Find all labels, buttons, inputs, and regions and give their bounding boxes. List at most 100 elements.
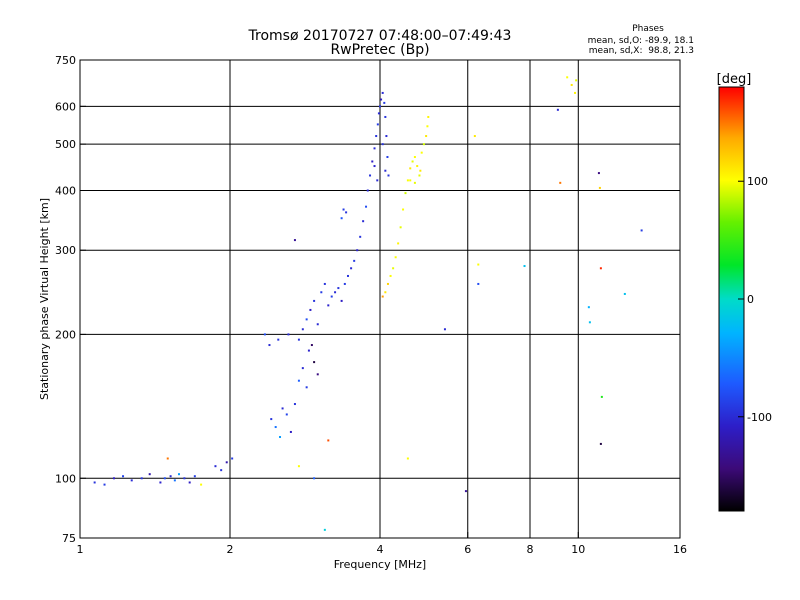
- data-point: [377, 112, 380, 115]
- data-point: [316, 373, 319, 376]
- data-point: [330, 295, 333, 298]
- data-point: [443, 328, 446, 331]
- data-point: [464, 490, 467, 493]
- data-point: [140, 477, 143, 480]
- data-point: [359, 235, 362, 238]
- data-point: [287, 333, 290, 336]
- data-point: [327, 304, 330, 307]
- data-point: [413, 181, 416, 184]
- data-point: [409, 179, 412, 182]
- x-tick-label: 6: [464, 543, 471, 556]
- y-axis-label: Stationary phase Virtual Height [km]: [38, 198, 51, 400]
- legend-heading: Phases: [632, 24, 664, 34]
- data-point: [305, 318, 308, 321]
- data-point: [177, 473, 180, 476]
- data-point: [297, 338, 300, 341]
- data-point: [386, 156, 389, 159]
- data-point: [340, 217, 343, 220]
- data-point: [426, 125, 429, 128]
- data-point: [309, 308, 312, 311]
- colorbar-tick-label: 0: [747, 293, 754, 306]
- data-point: [293, 403, 296, 406]
- data-point: [268, 344, 271, 347]
- y-tick-label: 400: [55, 184, 76, 197]
- data-point: [313, 361, 316, 364]
- data-point: [340, 299, 343, 302]
- data-point: [575, 79, 578, 82]
- data-point: [200, 483, 203, 486]
- data-point: [409, 167, 412, 170]
- data-point: [356, 249, 359, 252]
- data-point: [559, 181, 562, 184]
- data-point: [394, 256, 397, 259]
- data-point: [523, 265, 526, 268]
- data-point: [418, 174, 421, 177]
- data-point: [556, 108, 559, 111]
- data-point: [587, 306, 590, 309]
- data-point: [402, 208, 405, 211]
- data-point: [381, 143, 384, 146]
- data-point: [380, 98, 383, 101]
- data-point: [570, 83, 573, 86]
- data-point: [316, 323, 319, 326]
- data-point: [373, 165, 376, 168]
- data-point: [337, 287, 340, 290]
- data-point: [376, 179, 379, 182]
- data-point: [93, 481, 96, 484]
- data-point: [320, 291, 323, 294]
- data-point: [225, 461, 228, 464]
- chart-title: Tromsø 20170727 07:48:00–07:49:43: [248, 28, 512, 44]
- data-point: [366, 189, 369, 192]
- data-point: [293, 239, 296, 242]
- data-point: [159, 481, 162, 484]
- data-point: [375, 135, 378, 138]
- data-point: [350, 267, 353, 270]
- data-point: [270, 418, 273, 421]
- data-point: [406, 179, 409, 182]
- data-point: [385, 135, 388, 138]
- data-point: [274, 426, 277, 429]
- data-point: [386, 282, 389, 285]
- data-point: [346, 274, 349, 277]
- data-point: [420, 151, 423, 154]
- data-point: [392, 267, 395, 270]
- data-point: [600, 395, 603, 398]
- data-point: [301, 328, 304, 331]
- data-point: [307, 349, 310, 352]
- data-point: [640, 229, 643, 232]
- data-point: [384, 169, 387, 172]
- data-point: [343, 282, 346, 285]
- data-point: [399, 226, 402, 229]
- y-tick-label: 300: [55, 244, 76, 257]
- data-point: [597, 172, 600, 175]
- axis-ticks: 1 2 4 6 8 10 16 75 100 200 300 400 500 600 750: [55, 54, 687, 556]
- x-tick-label: 4: [377, 543, 384, 556]
- data-point: [285, 413, 288, 416]
- data-points: [93, 76, 643, 531]
- data-point: [323, 282, 326, 285]
- data-point: [297, 465, 300, 468]
- data-point: [353, 259, 356, 262]
- data-point: [103, 483, 106, 486]
- x-axis-label: Frequency [MHz]: [334, 558, 426, 571]
- data-point: [389, 274, 392, 277]
- data-point: [166, 457, 169, 460]
- data-point: [381, 91, 384, 94]
- data-point: [130, 479, 133, 482]
- data-point: [365, 205, 368, 208]
- colorbar-ticks: 100 0 -100: [738, 175, 772, 424]
- data-point: [279, 435, 282, 438]
- data-point: [427, 115, 430, 118]
- data-point: [397, 242, 400, 245]
- data-point: [383, 101, 386, 104]
- data-point: [183, 477, 186, 480]
- colorbar-label: [deg]: [717, 72, 752, 87]
- data-point: [598, 186, 601, 189]
- data-point: [214, 465, 217, 468]
- data-point: [384, 291, 387, 294]
- data-point: [376, 123, 379, 126]
- y-tick-label: 200: [55, 328, 76, 341]
- data-point: [404, 192, 407, 195]
- data-point: [334, 291, 337, 294]
- data-point: [342, 208, 345, 211]
